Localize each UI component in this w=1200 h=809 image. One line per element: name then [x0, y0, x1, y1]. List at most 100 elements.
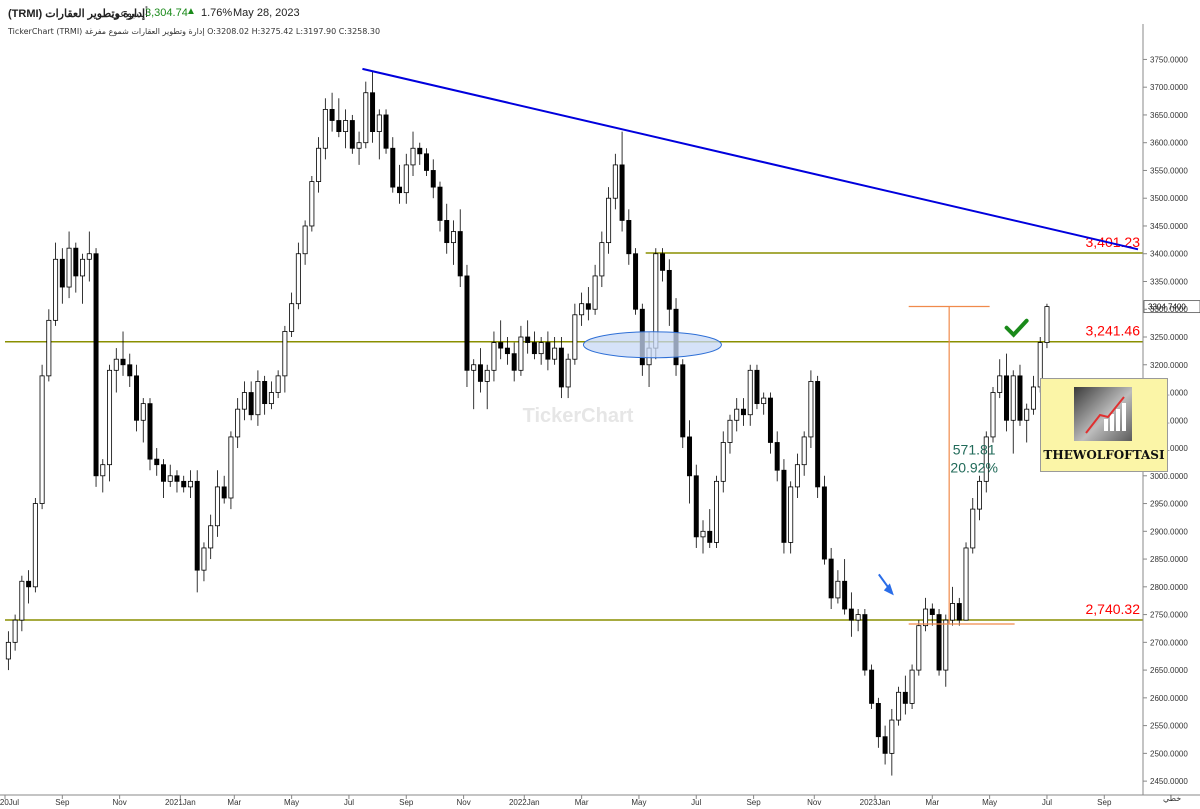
candle-up [572, 314, 578, 360]
candle-up [255, 381, 261, 416]
candle-down [498, 342, 504, 349]
x-tick-label: 2020Jul [0, 798, 19, 807]
candle-up [916, 625, 922, 671]
x-tick-label: Mar [575, 798, 589, 807]
candle-up [376, 114, 382, 132]
candle-down [848, 608, 854, 621]
candle-up [268, 392, 274, 405]
candle-down [821, 486, 827, 560]
candle-down [194, 480, 200, 571]
trendline [362, 67, 1139, 251]
candle-up [552, 347, 558, 360]
y-tick-label: 2800.0000 [1150, 583, 1188, 592]
candle-up [275, 375, 281, 393]
candle-up [484, 369, 490, 382]
candle-up [943, 619, 949, 671]
candle-up [761, 397, 767, 405]
candle-down [248, 392, 254, 416]
candle-up [1030, 386, 1036, 410]
candle-up [950, 603, 956, 621]
candle-up [592, 275, 598, 310]
level-label: 2,740.32 [1086, 601, 1141, 617]
candle-down [147, 403, 153, 460]
candle-down [525, 336, 531, 343]
candle-down [477, 364, 483, 382]
candle-up [363, 92, 369, 144]
x-tick-label: Jul [1042, 798, 1052, 807]
y-tick-label: 3250.0000 [1150, 333, 1188, 342]
candle-up [295, 253, 301, 305]
measure-percent: 20.92% [950, 459, 997, 475]
candle-down [120, 358, 126, 366]
candle-down [26, 580, 32, 588]
x-tick-label: May [631, 798, 646, 807]
candle-up [410, 147, 416, 166]
level-label: 3,241.46 [1086, 323, 1141, 339]
candle-up [309, 181, 315, 227]
candle-up [289, 303, 295, 332]
last-price-box [1143, 300, 1200, 314]
x-tick-label: May [982, 798, 997, 807]
candle-up [53, 258, 59, 321]
candle-down [842, 580, 848, 610]
candle-up [734, 408, 740, 421]
candle-up [579, 303, 585, 316]
candle-up [538, 342, 544, 355]
annotations[interactable]: 571.81 20.92% 3304.7400 [362, 67, 1200, 625]
candle-down [902, 691, 908, 704]
candle-up [208, 525, 214, 549]
quote-date: May 28, 2023 [233, 7, 300, 19]
candle-up [235, 408, 241, 438]
candle-up [720, 442, 726, 482]
measure-delta: 571.81 [953, 441, 996, 457]
candle-down [929, 608, 935, 615]
candle-down [774, 442, 780, 471]
candle-up [19, 580, 25, 621]
candle-down [956, 603, 962, 621]
candle-down [626, 220, 632, 255]
candle-down [707, 530, 713, 543]
candle-down [370, 92, 376, 132]
candle-up [140, 403, 146, 421]
candle-up [113, 358, 119, 371]
candle-up [100, 464, 106, 477]
blue-arrow-head-icon [883, 583, 894, 596]
candle-down [154, 458, 160, 466]
candle-down [424, 153, 429, 171]
candle-up [343, 120, 349, 132]
candle-up [403, 164, 409, 194]
y-tick-label: 3500.0000 [1150, 194, 1188, 203]
candle-down [828, 558, 834, 599]
candle-up [46, 319, 52, 377]
y-tick-label: 3450.0000 [1150, 222, 1188, 231]
y-tick-label: 3200.0000 [1150, 361, 1188, 370]
candle-up [977, 480, 983, 510]
highlight-ellipse [582, 331, 722, 359]
candle-down [174, 475, 180, 482]
period-label[interactable]: أسبوعي [111, 8, 149, 20]
candle-down [444, 220, 450, 244]
x-tick-label: 2022Jan [509, 798, 540, 807]
candle-up [518, 336, 524, 371]
candle-up [1010, 375, 1016, 421]
y-tick-label: 2900.0000 [1150, 527, 1188, 536]
candle-down [1017, 375, 1023, 421]
language-badge[interactable]: خطي [1163, 794, 1182, 803]
candle-down [585, 303, 591, 310]
candle-down [59, 258, 65, 288]
y-tick-label: 2750.0000 [1150, 611, 1188, 620]
candle-up [997, 375, 1003, 393]
candle-down [437, 186, 443, 221]
candle-down [882, 736, 888, 754]
x-tick-label: 2023Jan [860, 798, 891, 807]
x-tick-label: Nov [113, 798, 127, 807]
candle-up [66, 247, 72, 288]
y-tick-label: 2550.0000 [1150, 722, 1188, 731]
y-tick-label: 2650.0000 [1150, 666, 1188, 675]
candle-up [80, 258, 86, 277]
y-tick-label: 3650.0000 [1150, 111, 1188, 120]
candle-up [727, 419, 733, 443]
candle-down [390, 147, 396, 188]
stock-name[interactable]: (TRMI) إدارة وتطوير العقارات [8, 8, 146, 20]
